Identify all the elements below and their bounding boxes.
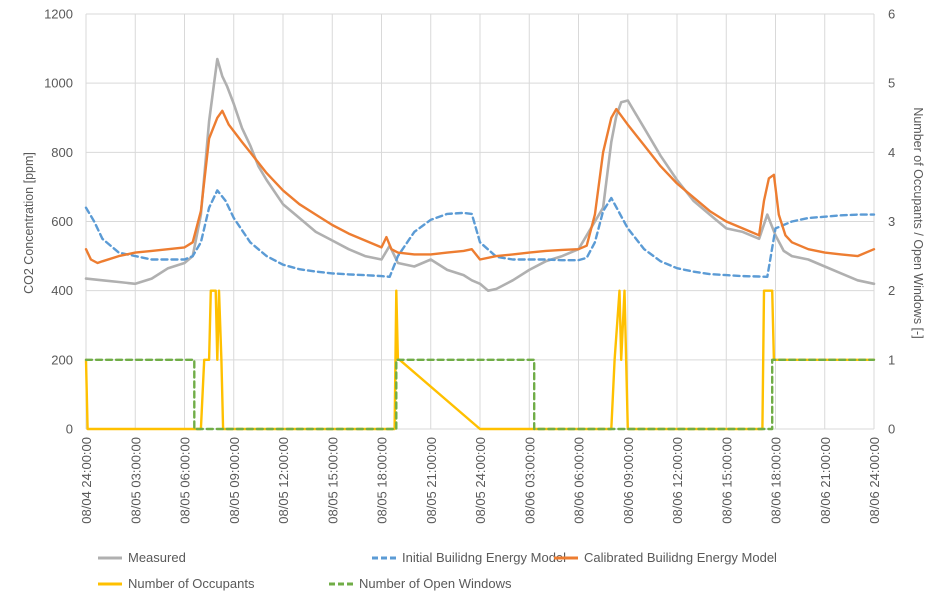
legend: Measured Initial Builidng Energy Model Cal…	[98, 550, 777, 591]
x-tick-label: 08/05 12:00:00	[276, 437, 291, 524]
y2-tick-label: 2	[888, 283, 895, 298]
x-tick-label: 08/06 24:00:00	[867, 437, 882, 524]
x-tick-label: 08/06 18:00:00	[769, 437, 784, 524]
left-axis-title: CO2 Concentration [ppm]	[22, 152, 36, 294]
y-tick-label: 400	[51, 283, 73, 298]
x-tick-label: 08/04 24:00:00	[79, 437, 94, 524]
legend-label: Initial Builidng Energy Model	[402, 550, 566, 565]
x-tick-label: 08/05 03:00:00	[128, 437, 143, 524]
open-windows-line	[84, 358, 876, 431]
x-tick-label: 08/06 15:00:00	[719, 437, 734, 524]
x-tick-label: 08/06 06:00:00	[572, 437, 587, 524]
legend-calibrated-model: Calibrated Builidng Energy Model	[554, 550, 777, 565]
left-axis-ticks: 0 200 400 600 800 1000 1200	[44, 7, 73, 437]
x-tick-label: 08/06 21:00:00	[818, 437, 833, 524]
x-tick-label: 08/05 21:00:00	[424, 437, 439, 524]
x-axis-ticks: 08/04 24:00:00 08/05 03:00:00 08/05 06:00:…	[79, 437, 882, 524]
legend-open-windows: Number of Open Windows	[329, 576, 512, 591]
x-tick-label: 08/05 18:00:00	[375, 437, 390, 524]
legend-label: Calibrated Builidng Energy Model	[584, 550, 777, 565]
legend-label: Measured	[128, 550, 186, 565]
x-tick-label: 08/06 09:00:00	[621, 437, 636, 524]
right-axis-ticks: 0 1 2 3 4 5 6	[888, 7, 895, 437]
legend-measured: Measured	[98, 550, 186, 565]
legend-label: Number of Occupants	[128, 576, 255, 591]
x-tick-label: 08/06 12:00:00	[670, 437, 685, 524]
series-layer	[84, 57, 876, 431]
x-tick-label: 08/05 09:00:00	[227, 437, 242, 524]
x-tick-label: 08/05 15:00:00	[325, 437, 340, 524]
measured-line	[84, 57, 876, 293]
y-tick-label: 0	[66, 422, 73, 437]
y-tick-label: 1000	[44, 76, 73, 91]
initial-model-line	[84, 189, 876, 278]
y2-tick-label: 1	[888, 352, 895, 367]
legend-initial-model: Initial Builidng Energy Model	[372, 550, 566, 565]
y-tick-label: 200	[51, 352, 73, 367]
legend-label: Number of Open Windows	[359, 576, 512, 591]
y2-tick-label: 0	[888, 422, 895, 437]
y-tick-label: 800	[51, 145, 73, 160]
x-tick-label: 08/05 06:00:00	[178, 437, 193, 524]
calibrated-model-line	[84, 107, 876, 265]
y2-tick-label: 5	[888, 76, 895, 91]
y-tick-label: 600	[51, 214, 73, 229]
x-tick-label: 08/05 24:00:00	[473, 437, 488, 524]
right-axis-title: Number of Occupants / Open Windows [-]	[911, 107, 925, 338]
legend-occupants: Number of Occupants	[98, 576, 255, 591]
x-tick-label: 08/06 03:00:00	[522, 437, 537, 524]
y2-tick-label: 6	[888, 7, 895, 22]
y2-tick-label: 3	[888, 214, 895, 229]
y2-tick-label: 4	[888, 145, 895, 160]
y-tick-label: 1200	[44, 7, 73, 22]
